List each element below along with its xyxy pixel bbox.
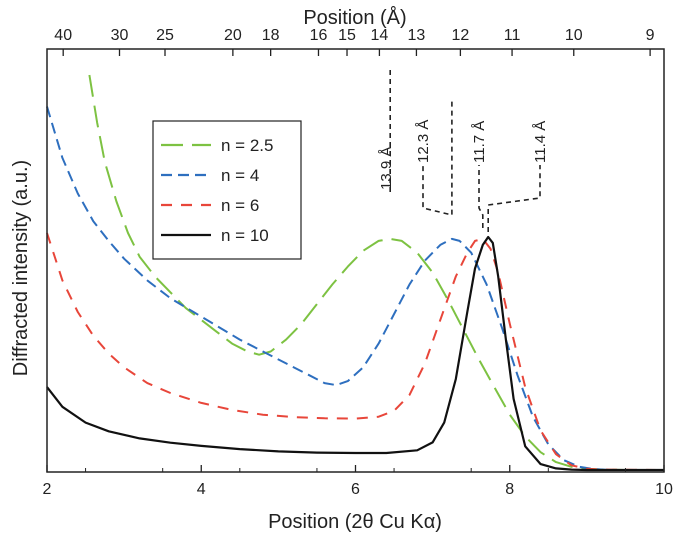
top-tick-label: 30 bbox=[111, 27, 129, 44]
series-line-4 bbox=[46, 235, 664, 472]
series-line-1 bbox=[88, 74, 664, 471]
y-axis-title: Diffracted intensity (a.u.) bbox=[10, 160, 32, 376]
x-tick-label: 4 bbox=[197, 481, 206, 498]
top-tick-label: 10 bbox=[565, 27, 583, 44]
top-tick-label: 13 bbox=[408, 27, 426, 44]
top-tick-label: 14 bbox=[371, 27, 389, 44]
plot-frame bbox=[46, 48, 665, 473]
peak-label: 12.3 Å bbox=[415, 120, 432, 163]
top-tick-label: 20 bbox=[224, 27, 242, 44]
top-tick-label: 15 bbox=[338, 27, 356, 44]
peak-leader-line bbox=[422, 101, 453, 217]
top-tick-label: 40 bbox=[54, 27, 72, 44]
peak-label: 11.4 Å bbox=[532, 121, 549, 163]
series-line-2 bbox=[46, 106, 664, 471]
x-tick-label: 2 bbox=[43, 481, 52, 498]
x-axis-title: Position (2θ Cu Kα) bbox=[268, 511, 442, 533]
top-axis-title: Position (Å) bbox=[303, 6, 406, 29]
top-tick-label: 25 bbox=[156, 27, 174, 44]
x-tick-label: 8 bbox=[505, 481, 514, 498]
axis-ticks: 2 4 6 8 10 40 30 25 20 18 16 15 14 13 12 11 10 9 bbox=[43, 27, 673, 498]
top-tick-label: 9 bbox=[646, 27, 655, 44]
legend-label: n = 10 bbox=[221, 226, 269, 245]
peak-label: 13.9 Å bbox=[378, 147, 395, 190]
series-line-3 bbox=[46, 232, 665, 471]
legend-label: n = 2.5 bbox=[221, 136, 273, 155]
top-tick-label: 11 bbox=[504, 27, 521, 44]
top-tick-label: 16 bbox=[310, 27, 328, 44]
x-tick-label: 10 bbox=[655, 481, 673, 498]
peak-leader-line bbox=[487, 165, 541, 232]
legend-label: n = 6 bbox=[221, 196, 259, 215]
x-tick-label: 6 bbox=[351, 481, 360, 498]
peak-annotations: 13.9 Å 12.3 Å 11.7 Å 11.4 Å bbox=[378, 70, 549, 232]
peak-leader-line bbox=[478, 165, 484, 228]
legend: n = 2.5 n = 4 n = 6 n = 10 bbox=[152, 120, 302, 260]
series-layer bbox=[46, 74, 665, 472]
legend-label: n = 4 bbox=[221, 166, 259, 185]
top-tick-label: 18 bbox=[262, 27, 280, 44]
peak-label: 11.7 Å bbox=[471, 121, 488, 163]
top-tick-label: 12 bbox=[451, 27, 469, 44]
